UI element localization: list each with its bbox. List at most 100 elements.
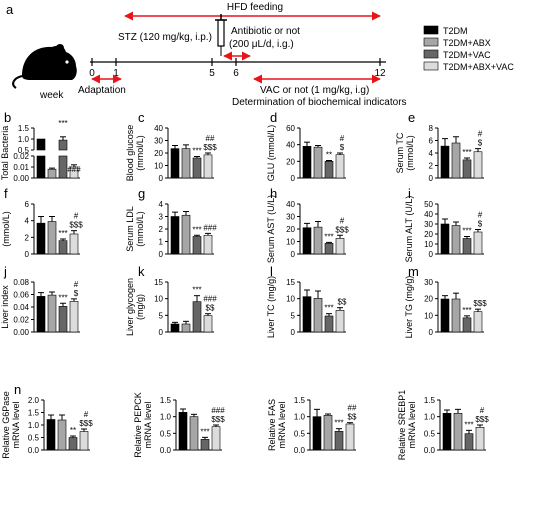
timeline-panel: a week 0 1 5 6 12 HFD feeding STZ (120 mg/kg… xyxy=(6,2,407,108)
bar xyxy=(313,146,323,179)
significance-label: *** xyxy=(192,286,201,295)
y-tick-label: 3 xyxy=(159,213,164,222)
bar xyxy=(203,234,213,255)
bar xyxy=(440,223,450,255)
y-tick-label: 0 xyxy=(291,328,296,337)
bar xyxy=(192,236,202,255)
significance-label: *** xyxy=(462,148,471,157)
bar xyxy=(189,416,199,451)
y-tick-label: 20 xyxy=(286,157,295,166)
bar xyxy=(451,225,461,255)
bar xyxy=(192,157,202,179)
y-tick-label: 50 xyxy=(424,200,433,209)
y-axis-label: Relative FAS xyxy=(267,399,277,451)
y-tick-label: 2.0 xyxy=(28,396,40,405)
y-axis-label: Liver TG (mg/g) xyxy=(404,276,414,339)
panel-letter: j xyxy=(3,264,7,279)
y-tick-label: 8 xyxy=(429,124,434,133)
bar xyxy=(69,233,79,255)
vac-label: VAC or not (1 mg/kg, i.g) xyxy=(260,85,369,96)
y-tick-label: 6 xyxy=(429,137,434,146)
y-axis-label: Serum TG xyxy=(0,208,1,249)
significance-label: *** xyxy=(58,119,67,128)
significance-label: $ xyxy=(478,220,483,229)
legend-swatch xyxy=(423,61,439,71)
y-tick-label: 15 xyxy=(286,278,295,287)
significance-label: # xyxy=(478,130,483,139)
y-tick-label: 1.5 xyxy=(18,124,30,133)
bar xyxy=(58,139,68,151)
bar xyxy=(46,419,56,451)
y-tick-label: 60 xyxy=(286,124,295,133)
y-tick-label: 40 xyxy=(424,210,433,219)
y-tick-label: 0.5 xyxy=(18,146,30,155)
bar xyxy=(68,437,78,451)
y-tick-label: 0.0 xyxy=(160,446,172,455)
y-tick-label: 4 xyxy=(159,200,164,209)
significance-label: *** xyxy=(58,229,67,238)
bar xyxy=(69,301,79,333)
bar xyxy=(440,298,450,333)
bar xyxy=(192,301,202,333)
legend-label: T2DM xyxy=(443,26,468,36)
y-tick-label: 30 xyxy=(424,220,433,229)
panel-letter: n xyxy=(14,382,21,397)
bar xyxy=(302,146,312,179)
y-tick-label: 0.01 xyxy=(13,163,29,172)
bar xyxy=(324,161,334,179)
timeline-tick-label: 1 xyxy=(113,68,119,79)
y-tick-label: 0 xyxy=(429,250,434,259)
panel-letter: b xyxy=(4,110,11,125)
bar xyxy=(170,216,180,255)
y-axis-label: Serum TC xyxy=(395,132,405,173)
significance-label: ** xyxy=(326,151,332,160)
y-tick-label: 2 xyxy=(25,233,30,242)
significance-label: *** xyxy=(324,304,333,313)
significance-label: ## xyxy=(206,134,215,143)
y-tick-label: 0.5 xyxy=(294,429,306,438)
legend-label: T2DM+VAC xyxy=(443,50,491,60)
panel-letter: k xyxy=(138,264,145,279)
bar xyxy=(181,214,191,255)
syringe-icon xyxy=(215,14,227,56)
antibiotic-label-2: (200 μL/d, i.g.) xyxy=(229,39,294,50)
significance-label: *** xyxy=(58,293,67,302)
bar xyxy=(335,310,345,333)
bar xyxy=(47,221,57,255)
y-tick-label: 0 xyxy=(429,174,434,183)
y-tick-label: 0.5 xyxy=(28,434,40,443)
significance-label: $$$ xyxy=(335,225,349,234)
y-axis-label: (mmol/L) xyxy=(405,135,415,171)
bar xyxy=(451,298,461,333)
bar xyxy=(453,413,463,451)
y-tick-label: 0 xyxy=(25,250,30,259)
significance-label: # xyxy=(74,280,79,289)
determination-label: Determination of biochemical indicators xyxy=(232,97,407,108)
y-tick-label: 0.00 xyxy=(13,328,29,337)
legend-label: T2DM+ABX+VAC xyxy=(443,62,514,72)
legend-label: T2DM+ABX xyxy=(443,38,491,48)
significance-label: ## xyxy=(348,404,357,413)
panel-letter: m xyxy=(408,264,419,279)
bar xyxy=(475,427,485,451)
bar xyxy=(36,155,46,179)
panel-letter: e xyxy=(408,110,415,125)
bar xyxy=(462,238,472,255)
bar xyxy=(313,226,323,255)
y-axis-label: Serum LDL xyxy=(125,206,135,252)
significance-label: *** xyxy=(334,419,343,428)
bar xyxy=(462,317,472,333)
y-tick-label: 40 xyxy=(286,141,295,150)
bar xyxy=(302,296,312,333)
y-axis-label: Liver index xyxy=(0,285,10,329)
y-tick-label: 0 xyxy=(159,174,164,183)
bar xyxy=(324,315,334,333)
significance-label: $$$ xyxy=(211,415,225,424)
bar xyxy=(57,419,67,451)
y-tick-label: 1.5 xyxy=(294,396,306,405)
y-tick-label: 10 xyxy=(286,238,295,247)
y-axis-label: Liver glycogen xyxy=(125,278,135,336)
